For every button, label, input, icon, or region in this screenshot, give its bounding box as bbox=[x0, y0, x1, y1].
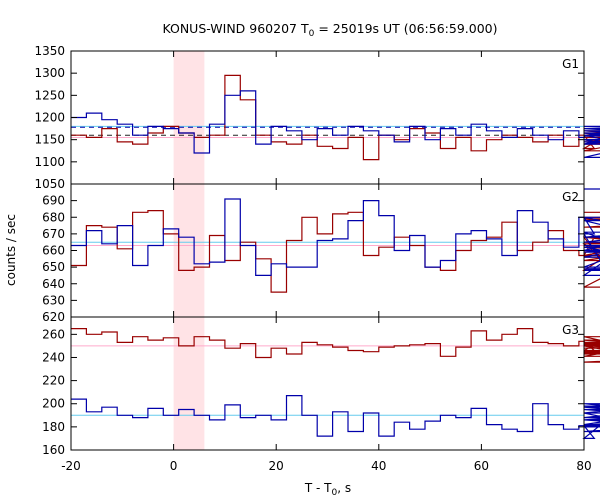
g3-y-tick-label: 200 bbox=[42, 397, 65, 411]
plot-area: 1050 1100 1150 1200 1250 1300 1350 G1 620 630 640 6… bbox=[34, 44, 600, 473]
g1-panel-label: G1 bbox=[562, 57, 579, 71]
g2-blue-series bbox=[71, 188, 600, 276]
g3-y-tick-label: 260 bbox=[42, 327, 65, 341]
x-tick-label: 60 bbox=[474, 459, 489, 473]
x-tick-label: -20 bbox=[61, 459, 81, 473]
g1-y-tick-label: 1200 bbox=[34, 111, 65, 125]
g3-panel-frame bbox=[70, 316, 585, 451]
g1-y-tick-label: 1150 bbox=[34, 133, 65, 147]
g1-panel-frame bbox=[70, 50, 585, 185]
g3-panel-label: G3 bbox=[562, 323, 579, 337]
g2-y-tick-label: 660 bbox=[42, 244, 65, 258]
g2-red-series bbox=[71, 210, 600, 293]
g2-y-tick-label: 650 bbox=[42, 260, 65, 274]
g1-y-tick-label: 1250 bbox=[34, 88, 65, 102]
g3-y-tick-label: 160 bbox=[42, 443, 65, 457]
g2-y-tick-label: 630 bbox=[42, 293, 65, 307]
chart-title: KONUS-WIND 960207 T0 = 25019s UT (06:56:… bbox=[162, 21, 497, 39]
x-tick-label: 20 bbox=[269, 459, 284, 473]
g2-panel-label: G2 bbox=[562, 190, 579, 204]
g3-red-series bbox=[71, 328, 600, 363]
g3-y-tick-label: 180 bbox=[42, 420, 65, 434]
g2-y-tick-label: 680 bbox=[42, 210, 65, 224]
g2-y-tick-label: 640 bbox=[42, 277, 65, 291]
y-axis-label: counts / sec bbox=[4, 214, 18, 286]
g3-y-tick-label: 240 bbox=[42, 350, 65, 364]
x-tick-label: 0 bbox=[170, 459, 178, 473]
g2-y-tick-label: 670 bbox=[42, 227, 65, 241]
g1-y-tick-label: 1350 bbox=[34, 44, 65, 58]
g3-y-tick-label: 220 bbox=[42, 374, 65, 388]
g1-blue-series bbox=[71, 90, 600, 158]
g2-y-tick-label: 690 bbox=[42, 194, 65, 208]
g1-y-tick-label: 1100 bbox=[34, 155, 65, 169]
x-axis-label: T - T0, s bbox=[304, 481, 351, 498]
g2-y-tick-label: 620 bbox=[42, 310, 65, 324]
x-tick-label: 40 bbox=[371, 459, 386, 473]
g3-blue-series bbox=[71, 395, 600, 439]
g1-y-tick-label: 1300 bbox=[34, 66, 65, 80]
g1-red-series bbox=[71, 74, 600, 161]
g1-y-tick-label: 1050 bbox=[34, 177, 65, 191]
x-tick-label: 80 bbox=[576, 459, 591, 473]
